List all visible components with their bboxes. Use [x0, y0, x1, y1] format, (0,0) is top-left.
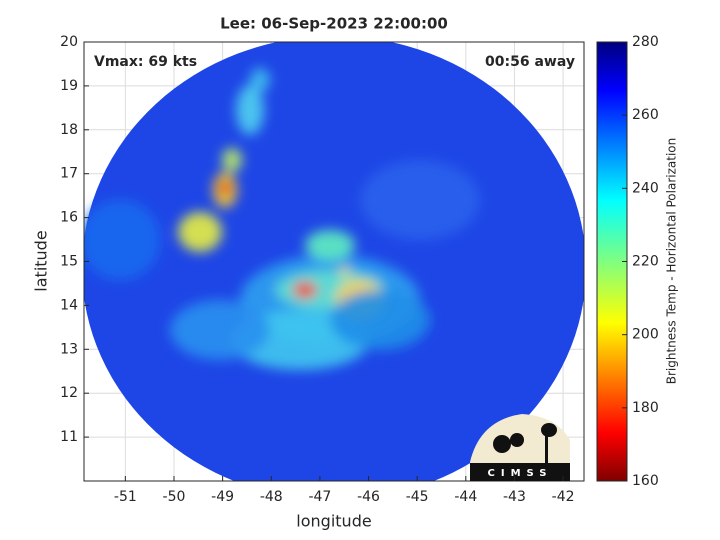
- x-tick-label: -46: [357, 489, 380, 505]
- logo: CIMSS: [470, 414, 570, 481]
- feature: [170, 300, 270, 360]
- colorbar-tick-label: 180: [632, 400, 659, 416]
- colorbar-tick-label: 240: [632, 180, 659, 196]
- colorbar-tick-label: 260: [632, 107, 659, 123]
- feature: [236, 85, 264, 135]
- feature: [360, 160, 480, 240]
- feature: [222, 148, 242, 172]
- y-tick-label: 15: [60, 254, 78, 270]
- y-tick-label: 13: [60, 341, 78, 357]
- x-tick-label: -48: [260, 489, 283, 505]
- feature: [250, 68, 270, 92]
- features: [84, 68, 480, 370]
- feature: [340, 267, 350, 277]
- x-tick-label: -45: [406, 489, 429, 505]
- y-tick-label: 16: [60, 210, 78, 226]
- colorbar-tick-label: 280: [632, 34, 659, 50]
- x-axis-label: longitude: [296, 512, 371, 531]
- colorbar-tick-label: 200: [632, 327, 659, 343]
- annotation: Vmax: 69 kts: [94, 54, 197, 70]
- feature: [219, 180, 231, 196]
- feature: [178, 212, 222, 252]
- y-tick-label: 17: [60, 166, 78, 182]
- feature: [293, 282, 317, 298]
- x-tick-label: -44: [454, 489, 477, 505]
- x-tick-label: -47: [308, 489, 331, 505]
- feature: [305, 230, 355, 260]
- colorbar-tick-label: 160: [632, 473, 659, 489]
- x-tick-label: -43: [503, 489, 526, 505]
- y-tick-label: 18: [60, 122, 78, 138]
- colorbar-tick-label: 220: [632, 254, 659, 270]
- chart-title: Lee: 06-Sep-2023 22:00:00: [220, 15, 448, 33]
- y-tick-label: 20: [60, 34, 78, 50]
- x-tick-label: -50: [163, 489, 186, 505]
- y-tick-label: 19: [60, 78, 78, 94]
- y-tick-label: 12: [60, 385, 78, 401]
- x-tick-label: -51: [114, 489, 137, 505]
- colorbar-label: Brightness Temp - Horizontal Polarizatio…: [665, 138, 679, 385]
- y-axis-label: latitude: [32, 230, 51, 291]
- x-tick-label: -49: [211, 489, 234, 505]
- y-tick-label: 11: [60, 429, 78, 445]
- logo-text: CIMSS: [488, 468, 553, 479]
- feature: [330, 290, 430, 350]
- image: [84, 42, 584, 481]
- x-tick-label: -42: [552, 489, 575, 505]
- annotation: 00:56 away: [485, 54, 575, 70]
- y-tick-label: 14: [60, 297, 78, 313]
- feature: [84, 200, 160, 280]
